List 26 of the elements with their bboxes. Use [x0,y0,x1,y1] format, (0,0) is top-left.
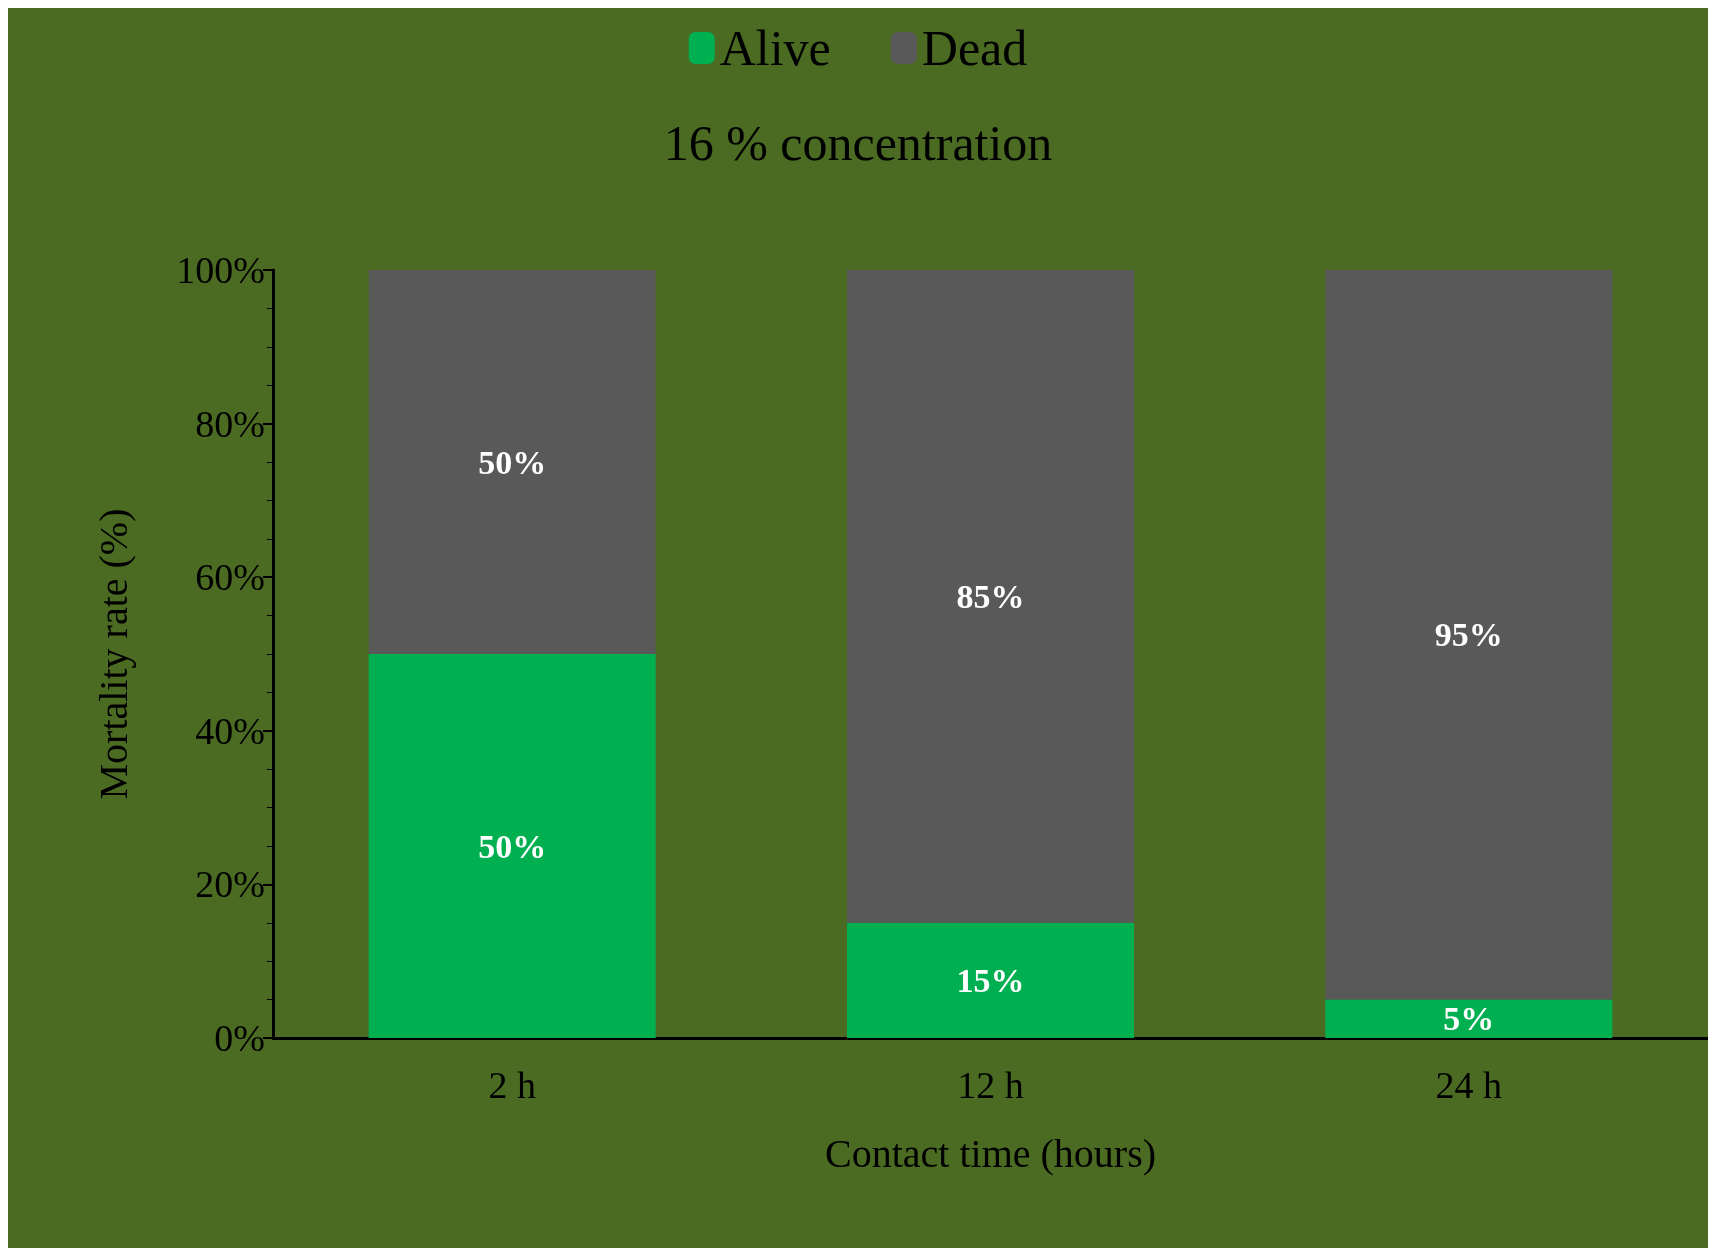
data-label: 50% [478,443,547,481]
legend-label: Dead [921,20,1028,76]
chart-title: 16 % concentration [663,115,1053,171]
y-tick-label: 0% [214,1017,265,1059]
y-tick-label: 40% [195,709,265,752]
data-label: 5% [1443,1000,1495,1038]
bar [847,922,1134,1038]
data-label: 85% [956,577,1025,615]
bar [368,270,656,654]
bar [1325,999,1613,1038]
data-label: 95% [1434,616,1503,654]
y-tick-label: 100% [176,249,265,291]
legend-label: Alive [719,20,831,76]
bar [847,270,1134,923]
y-axis-title: Mortality rate (%) [90,508,136,800]
data-label: 50% [478,827,547,865]
x-axis-title: Contact time (hours) [824,1130,1157,1176]
x-tick-label: 24 h [1435,1064,1503,1106]
bar [368,654,656,1038]
y-tick-label: 20% [195,863,265,906]
y-tick-label: 80% [195,402,265,445]
x-tick-label: 2 h [488,1064,536,1106]
y-tick-label: 60% [195,556,265,599]
x-tick-label: 12 h [957,1064,1024,1106]
bar [1325,270,1613,1000]
data-label: 15% [956,961,1025,999]
